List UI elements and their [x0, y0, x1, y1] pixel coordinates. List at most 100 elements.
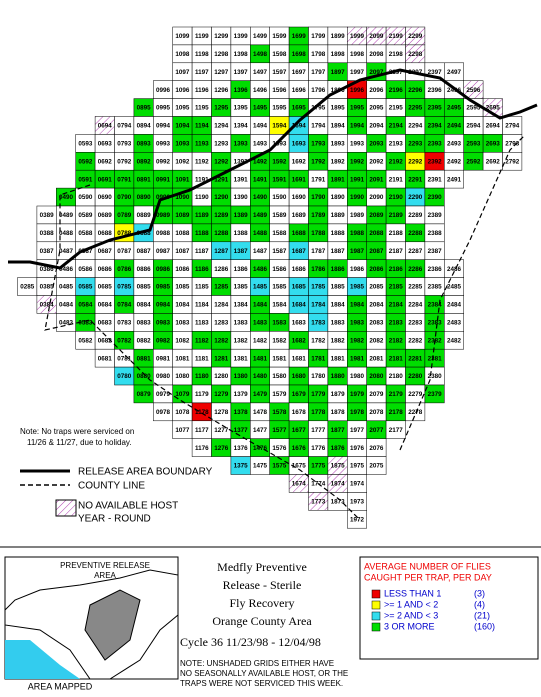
cell-label: 1786 [311, 266, 326, 273]
cell-label: 2094 [369, 123, 384, 130]
legend-label: NO AVAILABLE HOST [78, 501, 178, 512]
cell-label: 2178 [389, 409, 404, 416]
cell-label: 0888 [137, 230, 152, 237]
cell-label: 2285 [408, 284, 423, 291]
cell-label: 2485 [447, 284, 462, 291]
legend-label: 3 OR MORE [384, 621, 435, 631]
cell-label: 0993 [156, 141, 171, 148]
cell-label: 0984 [156, 302, 171, 309]
cell-label: 1079 [175, 391, 190, 398]
cell-label: 2695 [486, 105, 501, 112]
cell-label: 1790 [311, 194, 326, 201]
cell-label: 1972 [350, 516, 365, 523]
cell-label: 1288 [214, 230, 229, 237]
cell-label: 2482 [447, 337, 462, 344]
cell-label: 1690 [292, 194, 307, 201]
cell-label: 0589 [78, 212, 93, 219]
cell-label: 1081 [175, 355, 190, 362]
cell-label: 2391 [428, 176, 443, 183]
cell-label: 1883 [331, 320, 346, 327]
cell-label: 0996 [156, 87, 171, 94]
cell-label: 1577 [272, 427, 287, 434]
cell-label: 1498 [253, 51, 268, 58]
cell-label: 1286 [214, 266, 229, 273]
cell-label: 1599 [272, 33, 287, 40]
cell-label: 1187 [195, 248, 209, 255]
cell-label: 0490 [59, 194, 74, 201]
cell-label: 1493 [253, 141, 268, 148]
cell-label: 1777 [311, 427, 326, 434]
cell-label: 1694 [292, 123, 307, 130]
cell-label: 0687 [98, 248, 113, 255]
cell-label: 1595 [272, 105, 287, 112]
cell-label: 1973 [350, 499, 365, 506]
cell-label: 1588 [272, 230, 287, 237]
cell-label: 1287 [214, 248, 229, 255]
cell-label: 1181 [195, 355, 209, 362]
cell-label: 1483 [253, 320, 268, 327]
cell-label: 0793 [117, 141, 132, 148]
cell-label: 1693 [292, 141, 307, 148]
cell-label: 0790 [117, 194, 132, 201]
cell-label: 1199 [195, 33, 209, 40]
cell-label: 1279 [214, 391, 229, 398]
cell-label: 2592 [466, 158, 481, 165]
cell-label: 0285 [20, 284, 35, 291]
cell-label: 1897 [331, 69, 346, 76]
cell-label: 1979 [350, 391, 365, 398]
cell-label: 1298 [214, 51, 229, 58]
cell-label: 1994 [350, 123, 365, 130]
cell-label: 1780 [311, 373, 326, 380]
cell-label: 1393 [234, 141, 249, 148]
cell-label: 1589 [272, 212, 287, 219]
cell-label: 1795 [311, 105, 326, 112]
cell-label: 1789 [311, 212, 326, 219]
cell-label: 1875 [331, 463, 346, 470]
cell-label: 2182 [389, 337, 404, 344]
cell-label: 1778 [311, 409, 326, 416]
cell-label: 1377 [234, 427, 249, 434]
cell-label: 1385 [234, 284, 249, 291]
cell-label: 2286 [408, 266, 423, 273]
cell-label: 1390 [234, 194, 249, 201]
cell-label: 1990 [350, 194, 365, 201]
cell-label: 1576 [272, 445, 287, 452]
cell-label: 0983 [156, 320, 171, 327]
cell-label: 1095 [175, 105, 190, 112]
cell-label: 1098 [175, 51, 190, 58]
cell-label: 0487 [59, 248, 74, 255]
cell-label: 1899 [331, 33, 346, 40]
cell-label: 1885 [331, 284, 346, 291]
cell-label: 0387 [40, 248, 55, 255]
cell-label: 1799 [311, 33, 326, 40]
title: Release - Sterile [223, 578, 302, 592]
cell-label: 1379 [234, 391, 249, 398]
cell-label: 1873 [331, 499, 346, 506]
cell-label: 2186 [389, 266, 404, 273]
cell-label: 1683 [292, 320, 307, 327]
cell-label: 2380 [428, 373, 443, 380]
cell-label: 0384 [40, 302, 55, 309]
cell-label: 1892 [331, 158, 346, 165]
grid-cell [444, 331, 464, 350]
legend-frame [359, 556, 539, 660]
legend-title: AVERAGE NUMBER OF FLIES [364, 561, 491, 571]
cell-label: 1776 [311, 445, 326, 452]
cell-label: 0684 [98, 302, 113, 309]
cell-label: 2492 [447, 158, 462, 165]
cell-label: 1575 [272, 463, 287, 470]
cell-label: 2692 [486, 158, 501, 165]
cell-label: 2079 [369, 391, 384, 398]
cell-label: 1096 [175, 87, 190, 94]
cell-label: 1295 [214, 105, 229, 112]
cell-label: 0889 [137, 212, 152, 219]
legend-count: (4) [474, 599, 485, 609]
cell-label: 1687 [292, 248, 307, 255]
cell-label: 0691 [98, 176, 113, 183]
cell-label: 1887 [331, 248, 346, 255]
cell-label: 1294 [214, 123, 229, 130]
cell-label: 2282 [408, 337, 423, 344]
cell-label: 0895 [137, 105, 152, 112]
mapped-area [84, 589, 141, 661]
